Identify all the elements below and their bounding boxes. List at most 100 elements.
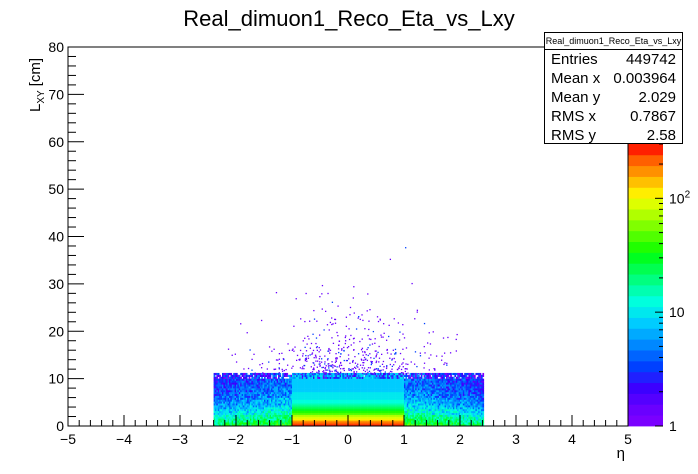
heatmap-cell [216,414,219,417]
heatmap-cell [383,382,385,385]
heatmap-cell [371,388,374,391]
heatmap-cell [429,407,431,410]
heatmap-cell [290,410,293,414]
heatmap-cell [363,408,366,412]
heatmap-cell [279,393,282,396]
heatmap-cell [426,414,429,417]
heatmap-cell [276,416,279,419]
heatmap-cell [317,414,319,417]
heatmap-cell [215,393,217,396]
heatmap-cell [352,390,354,393]
heatmap-cell [254,418,256,421]
heatmap-cell [342,382,345,385]
heatmap-cell [252,420,255,423]
heatmap-cell [399,393,402,396]
heatmap-cell [362,395,364,398]
heatmap-cell [458,416,461,419]
heatmap-cell [300,374,303,378]
heatmap-cell [318,405,321,408]
heatmap-cell [348,378,350,381]
heatmap-cell [220,393,223,396]
heatmap-cell [418,378,420,381]
heatmap-cell [439,412,441,415]
heatmap-cell [422,397,424,400]
heatmap-cell [322,397,325,400]
heatmap-cell [436,414,438,417]
heatmap-cell [236,393,238,396]
heatmap-cell [219,408,221,412]
heatmap-cell [343,410,346,414]
heatmap-cell [446,380,448,383]
heatmap-cell [231,410,234,414]
heatmap-cell [406,374,409,378]
heatmap-cell [402,386,405,389]
heatmap-cell [213,410,216,414]
heatmap-cell [448,395,451,398]
heatmap-cell [412,390,415,393]
heatmap-cell [348,376,350,379]
heatmap-cell [434,395,437,398]
heatmap-cell [307,382,310,385]
heatmap-cell [334,386,336,389]
heatmap-cell [388,408,391,412]
heatmap-cell [399,384,402,387]
heatmap-cell [310,401,312,404]
heatmap-cell [359,378,361,381]
heatmap-cell [322,407,325,410]
heatmap-cell [464,374,466,378]
heatmap-cell [329,403,332,406]
heatmap-cell [264,412,266,415]
heatmap-cell [359,386,361,389]
heatmap-cell [411,397,413,400]
heatmap-cell [262,378,265,381]
heatmap-cell [350,386,353,389]
heatmap-cell [387,382,389,385]
heatmap-cell [392,382,395,385]
heatmap-cell [406,401,409,404]
heatmap-cell [364,401,367,404]
heatmap-cell [278,399,280,402]
heatmap-cell [236,407,238,410]
heatmap-cell [304,390,307,393]
heatmap-cell [279,382,282,385]
heatmap-cell [416,390,419,393]
heatmap-cell [416,380,419,383]
heatmap-cell [223,372,226,376]
heatmap-cell [362,384,364,387]
heatmap-cell [286,403,289,406]
heatmap-cell [243,393,245,396]
heatmap-cell [338,407,340,410]
heatmap-cell [355,395,357,398]
heatmap-cell [227,390,230,393]
heatmap-cell [262,408,265,412]
heatmap-cell [275,405,277,408]
heatmap-cell [255,384,258,387]
heatmap-cell [278,418,280,421]
heatmap-cell [300,401,303,404]
heatmap-cell [296,393,298,396]
heatmap-cell [219,388,221,391]
heatmap-cell [252,424,255,427]
heatmap-cell [238,380,241,383]
heatmap-cell [261,414,263,417]
heatmap-cell [216,408,219,412]
heatmap-cell [261,384,263,387]
heatmap-cell [352,388,354,391]
heatmap-cell [415,408,417,412]
heatmap-cell [413,401,416,404]
heatmap-cell [251,420,254,423]
heatmap-cell [413,386,416,389]
heatmap-cell [464,393,466,396]
heatmap-cell [327,403,329,406]
heatmap-cell [415,374,417,378]
heatmap-cell [419,386,422,389]
heatmap-cell [433,376,436,379]
heatmap-cell [460,382,462,385]
heatmap-cell [308,418,311,421]
heatmap-cell [432,414,434,417]
heatmap-cell [391,378,394,381]
heatmap-cell [441,386,444,389]
heatmap-cell [244,424,247,427]
heatmap-cell [324,405,326,408]
heatmap-cell [462,424,465,427]
